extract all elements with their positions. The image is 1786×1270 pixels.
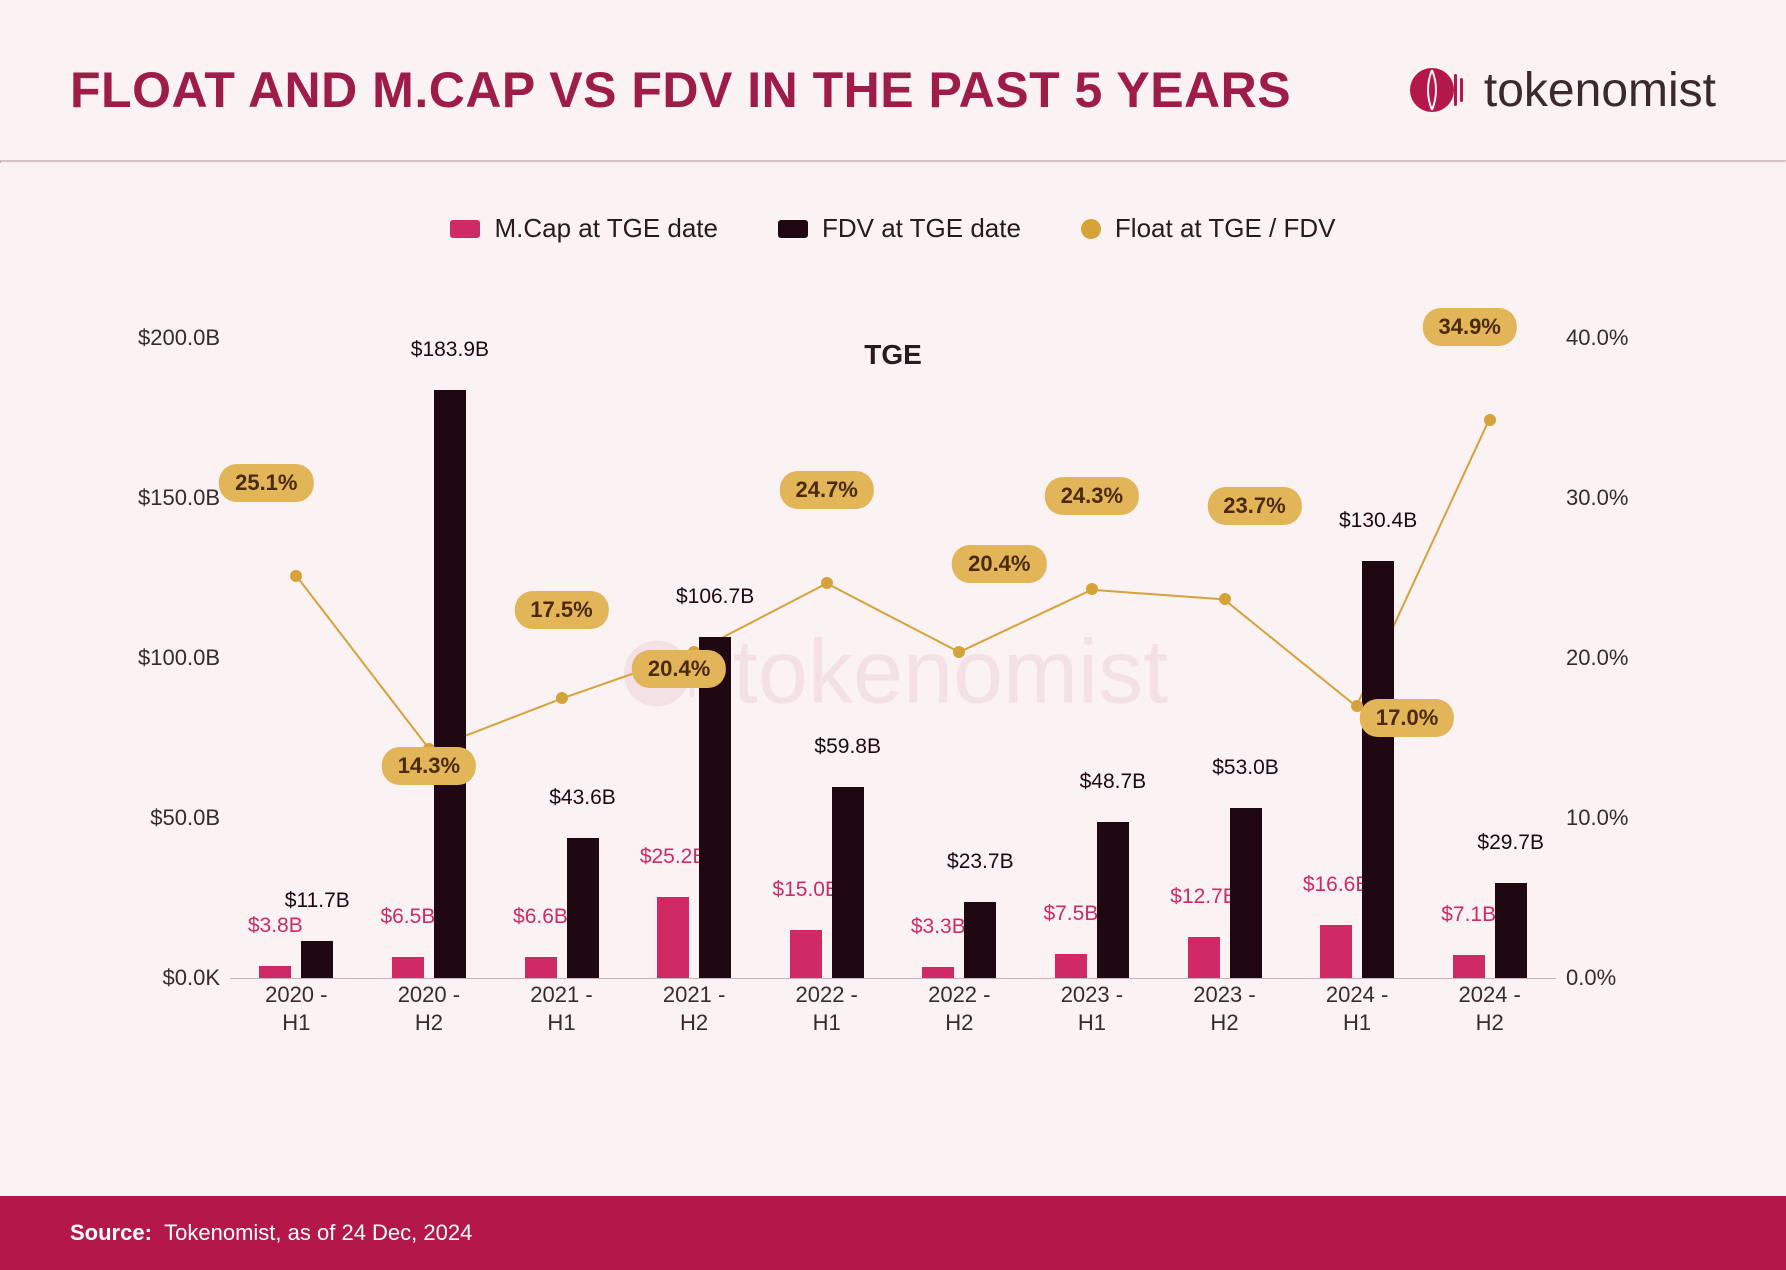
fdv-bar [964,902,996,978]
mcap-bar-label: $3.8B [248,914,303,938]
float-pill: 23.7% [1207,487,1301,525]
mcap-bar [1320,925,1352,978]
mcap-bar-label: $7.5B [1043,902,1098,926]
fdv-bar [1097,822,1129,978]
fdv-bar [567,838,599,978]
header-divider [0,160,1786,163]
mcap-bar-label: $25.2B [640,845,707,869]
footer-source-text: Tokenomist, as of 24 Dec, 2024 [164,1220,472,1245]
x-tick: 2024 - H2 [1458,981,1520,1038]
mcap-bar [790,930,822,978]
fdv-bar-label: $59.8B [814,735,881,759]
float-point [1484,414,1496,426]
mcap-bar-label: $16.6B [1303,873,1370,897]
mcap-bar-label: $7.1B [1441,903,1496,927]
y-left-tick: $100.0B [138,645,220,671]
mcap-bar [1188,937,1220,978]
mcap-bar-label: $12.7B [1170,885,1237,909]
x-tick: 2021 - H2 [663,981,725,1038]
y-left-tick: $200.0B [138,325,220,351]
float-pill: 14.3% [382,747,476,785]
mcap-bar [1453,955,1485,978]
x-tick: 2020 - H2 [398,981,460,1038]
footer: Source: Tokenomist, as of 24 Dec, 2024 [0,1196,1786,1270]
fdv-bar-label: $29.7B [1477,831,1544,855]
y-right-tick: 40.0% [1566,325,1628,351]
fdv-bar-label: $43.6B [549,786,616,810]
fdv-bar [1362,561,1394,978]
fdv-bar-label: $48.7B [1080,770,1147,794]
x-tick: 2020 - H1 [265,981,327,1038]
mcap-bar [525,957,557,978]
mcap-bar [657,897,689,978]
fdv-bar [832,787,864,978]
brand: tokenomist [1406,60,1716,120]
fdv-bar-label: $106.7B [676,585,754,609]
fdv-bar-label: $183.9B [411,338,489,362]
fdv-bar-label: $23.7B [947,850,1014,874]
legend: M.Cap at TGE date FDV at TGE date Float … [0,213,1786,244]
legend-label-mcap: M.Cap at TGE date [494,213,718,244]
legend-swatch-fdv [778,220,808,238]
plot-area: $0.0K$50.0B$100.0B$150.0B$200.0B0.0%10.0… [230,339,1556,979]
y-left-tick: $150.0B [138,485,220,511]
legend-swatch-mcap [450,220,480,238]
float-pill: 25.1% [219,464,313,502]
legend-item-float: Float at TGE / FDV [1081,213,1336,244]
mcap-bar [259,966,291,978]
fdv-bar-label: $130.4B [1339,509,1417,533]
float-pill: 24.3% [1045,477,1139,515]
fdv-bar-label: $11.7B [285,889,350,913]
legend-label-float: Float at TGE / FDV [1115,213,1336,244]
y-right-tick: 20.0% [1566,645,1628,671]
float-pill: 20.4% [952,545,1046,583]
x-tick: 2023 - H2 [1193,981,1255,1038]
x-tick: 2021 - H1 [530,981,592,1038]
y-left-tick: $0.0K [163,965,221,991]
fdv-bar [1495,883,1527,978]
header: FLOAT AND M.CAP VS FDV IN THE PAST 5 YEA… [0,0,1786,160]
float-pill: 34.9% [1422,308,1516,346]
mcap-bar [392,957,424,978]
mcap-bar-label: $3.3B [911,915,966,939]
fdv-bar-label: $53.0B [1212,756,1279,780]
fdv-bar [1230,808,1262,978]
float-pill: 17.0% [1360,699,1454,737]
mcap-bar-label: $6.6B [513,905,568,929]
float-point [1086,583,1098,595]
float-point [821,577,833,589]
fdv-bar [699,637,731,978]
page-title: FLOAT AND M.CAP VS FDV IN THE PAST 5 YEA… [70,61,1291,119]
x-tick: 2024 - H1 [1326,981,1388,1038]
mcap-bar [922,967,954,978]
float-point [290,570,302,582]
y-right-tick: 30.0% [1566,485,1628,511]
legend-label-fdv: FDV at TGE date [822,213,1021,244]
tokenomist-logo-icon [1406,60,1466,120]
fdv-bar [301,941,333,978]
float-pill: 20.4% [632,650,726,688]
fdv-bar [434,390,466,978]
float-pill: 17.5% [514,591,608,629]
x-tick: 2022 - H2 [928,981,990,1038]
chart: tokenomist $0.0K$50.0B$100.0B$150.0B$200… [120,339,1666,1099]
legend-item-fdv: FDV at TGE date [778,213,1021,244]
brand-name: tokenomist [1484,63,1716,118]
float-pill: 24.7% [779,471,873,509]
float-point [556,692,568,704]
mcap-bar-label: $15.0B [772,878,839,902]
x-tick: 2022 - H1 [795,981,857,1038]
y-right-tick: 0.0% [1566,965,1616,991]
float-point [953,646,965,658]
x-tick: 2023 - H1 [1061,981,1123,1038]
legend-swatch-float [1081,219,1101,239]
y-right-tick: 10.0% [1566,805,1628,831]
legend-item-mcap: M.Cap at TGE date [450,213,718,244]
mcap-bar-label: $6.5B [380,905,435,929]
float-point [1219,593,1231,605]
footer-source-label: Source: [70,1220,152,1245]
mcap-bar [1055,954,1087,978]
y-left-tick: $50.0B [150,805,220,831]
